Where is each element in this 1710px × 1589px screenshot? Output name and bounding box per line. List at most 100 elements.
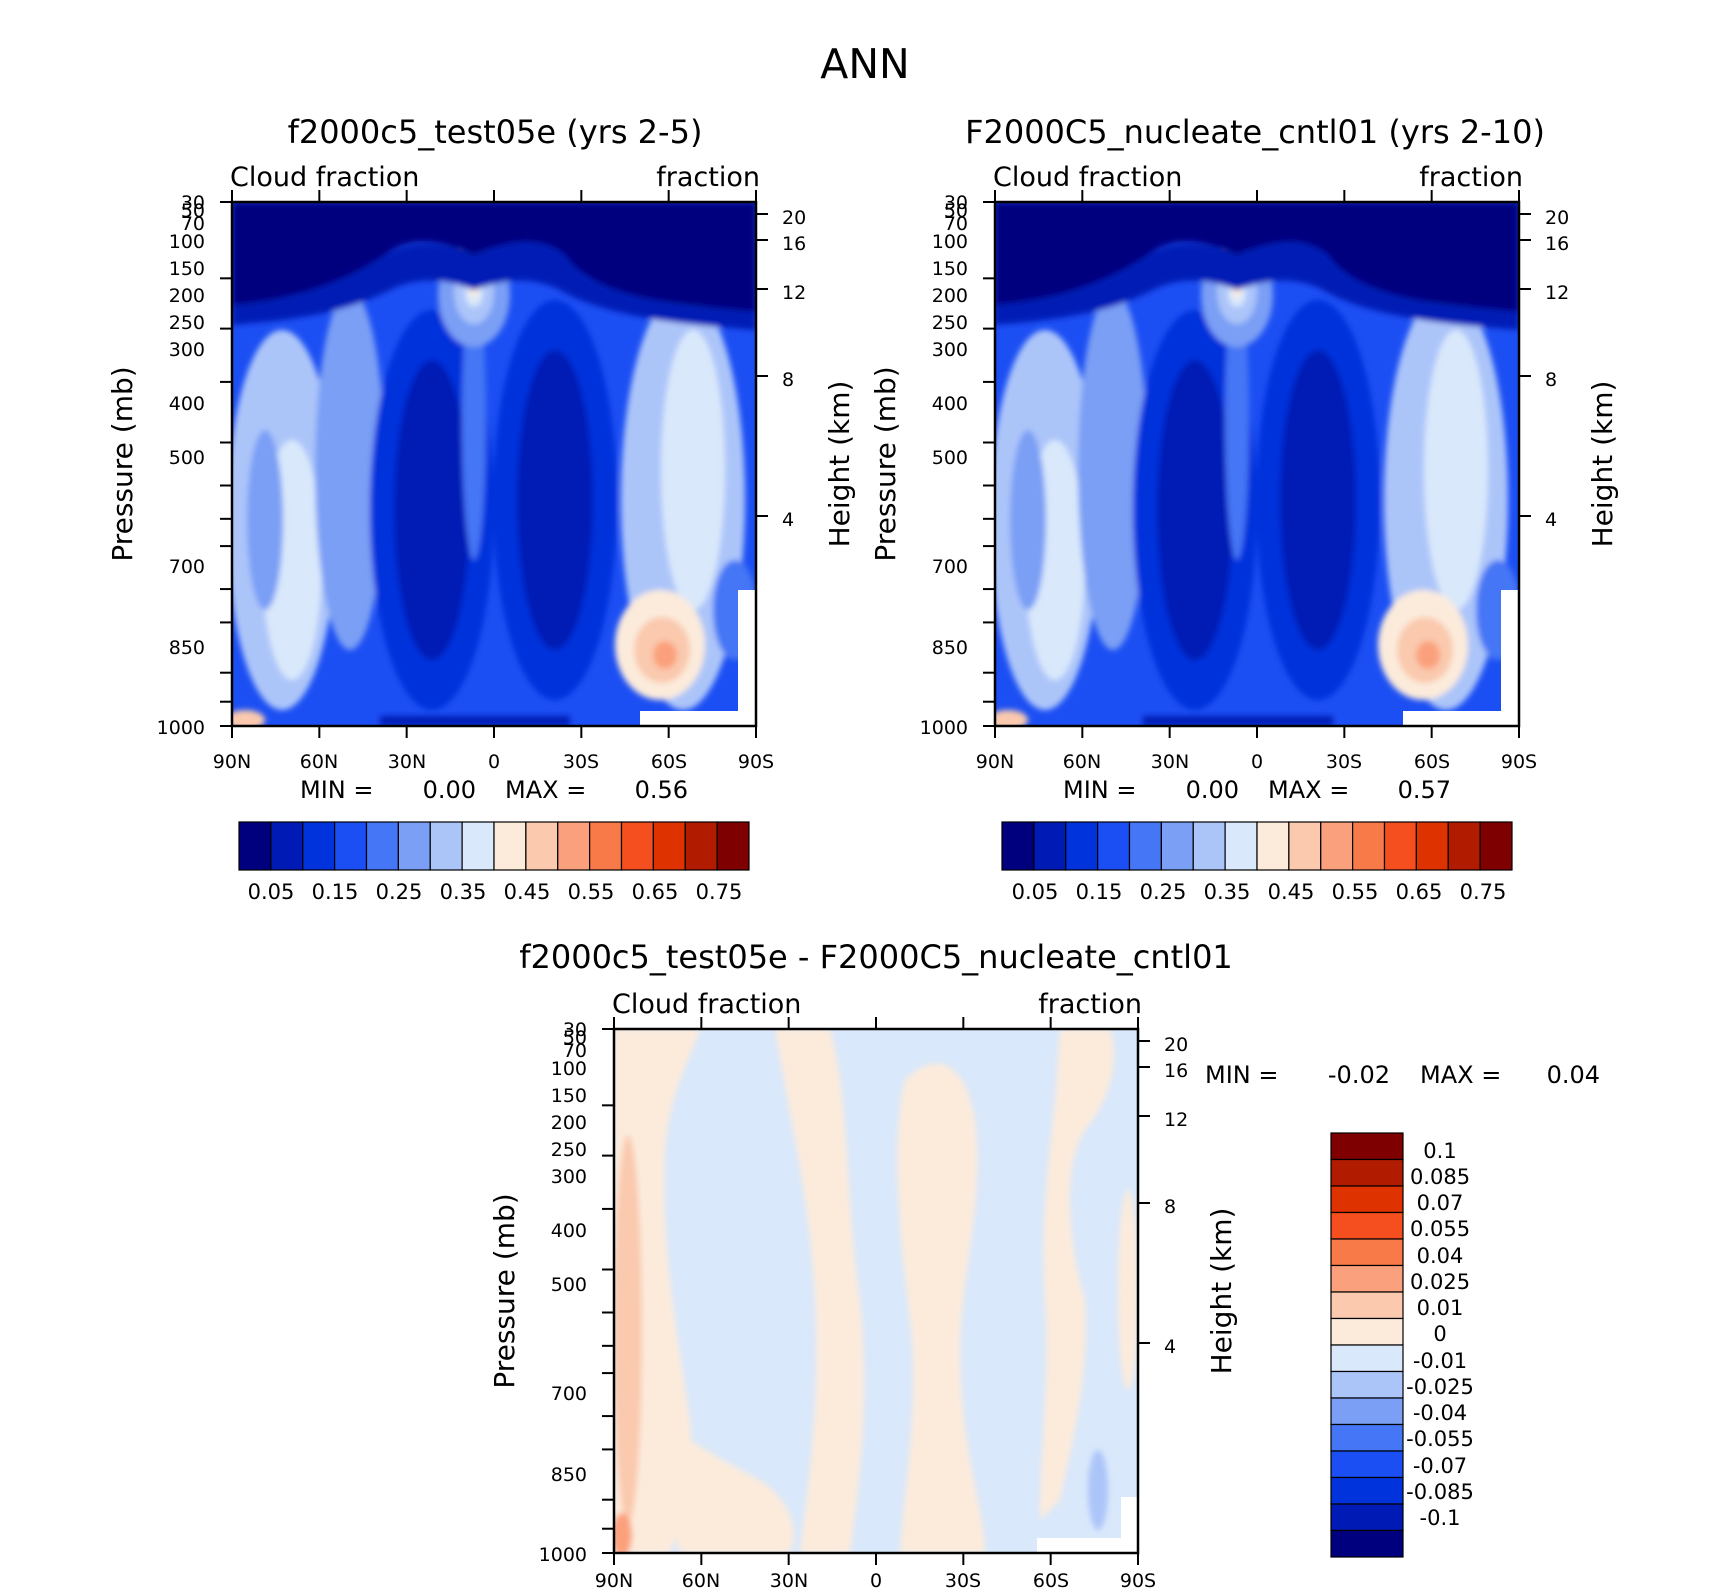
colorbar-swatch bbox=[270, 821, 304, 871]
y2-tick-20: 20 bbox=[1545, 207, 1569, 229]
cb-label-0.75: 0.75 bbox=[1460, 880, 1507, 904]
pos-band-60s bbox=[1040, 1029, 1114, 1520]
cb-label-0.55: 0.55 bbox=[568, 880, 615, 904]
y2-tick-8: 8 bbox=[1164, 1196, 1176, 1218]
colorbar-swatch bbox=[1330, 1370, 1404, 1399]
cb-label-0.45: 0.45 bbox=[1268, 880, 1315, 904]
colorbar-swatch bbox=[1224, 821, 1258, 871]
y-tick-250: 250 bbox=[169, 312, 205, 334]
cb-label-0.15: 0.15 bbox=[1076, 880, 1123, 904]
y2-tick-8: 8 bbox=[1545, 369, 1557, 391]
anvil-peak bbox=[470, 288, 478, 298]
band-midn bbox=[1078, 290, 1148, 650]
y-axis-label: Pressure (mb) bbox=[106, 366, 139, 561]
max-value: 0.57 bbox=[1398, 776, 1451, 804]
colorbar-swatch bbox=[1192, 821, 1226, 871]
panel-title: f2000c5_test05e - F2000C5_nucleate_cntl0… bbox=[519, 938, 1233, 976]
panel-test05e: f2000c5_test05e (yrs 2-5) Cloud fraction… bbox=[106, 113, 856, 904]
cb-label-0.65: 0.65 bbox=[1396, 880, 1443, 904]
cb-label-0.085: 0.085 bbox=[1410, 1165, 1470, 1189]
panel-title: F2000C5_nucleate_cntl01 (yrs 2-10) bbox=[965, 113, 1545, 151]
surface-layer bbox=[380, 716, 570, 726]
peak-south-core bbox=[1416, 641, 1440, 669]
y2-tick-12: 12 bbox=[1164, 1109, 1188, 1131]
x-tick-60n: 60N bbox=[1063, 751, 1101, 773]
colorbar-swatch bbox=[1330, 1264, 1404, 1293]
cb-label-0.75: 0.75 bbox=[696, 880, 743, 904]
colorbar-labels: 0.1 0.085 0.07 0.055 0.04 0.025 0.01 0 -… bbox=[1406, 1139, 1474, 1530]
surface-layer bbox=[1143, 716, 1333, 726]
cb-label-0.025: 0.025 bbox=[1410, 1270, 1470, 1294]
min-label: MIN = bbox=[1205, 1061, 1278, 1089]
y-tick-500: 500 bbox=[169, 447, 205, 469]
colorbar-swatch bbox=[1256, 821, 1290, 871]
y-tick-850: 850 bbox=[551, 1464, 587, 1486]
y-tick-100: 100 bbox=[551, 1058, 587, 1080]
colorbar-swatch bbox=[1330, 1185, 1404, 1214]
right-corner-label: fraction bbox=[1038, 989, 1142, 1020]
contour-field bbox=[232, 202, 756, 726]
stratosphere bbox=[232, 202, 756, 312]
colorbar-swatch bbox=[652, 821, 686, 871]
x-tick-60n: 60N bbox=[682, 1570, 720, 1589]
y2-tick-20: 20 bbox=[1164, 1034, 1188, 1056]
stratosphere bbox=[995, 202, 1519, 312]
y2-tick-20: 20 bbox=[782, 207, 806, 229]
left-corner-label: Cloud fraction bbox=[612, 989, 801, 1020]
max-label: MAX = bbox=[505, 776, 586, 804]
contour-field bbox=[995, 202, 1519, 726]
y-tick-400: 400 bbox=[169, 393, 205, 415]
right-corner-label: fraction bbox=[1419, 162, 1523, 193]
y2-tick-4: 4 bbox=[782, 509, 794, 531]
band-west-core bbox=[1010, 430, 1046, 610]
x-tick-30n: 30N bbox=[770, 1570, 808, 1589]
y-tick-500: 500 bbox=[551, 1274, 587, 1296]
cb-label-minus-0.07: -0.07 bbox=[1413, 1454, 1467, 1478]
panel-cntl01: F2000C5_nucleate_cntl01 (yrs 2-10) Cloud… bbox=[869, 113, 1619, 904]
y-tick-250: 250 bbox=[932, 312, 968, 334]
colorbar-swatch bbox=[684, 821, 718, 871]
colorbar-swatch bbox=[716, 821, 750, 871]
y-tick-70: 70 bbox=[563, 1040, 587, 1062]
pos-south-edge bbox=[1118, 1190, 1138, 1390]
colorbar-swatch bbox=[397, 821, 431, 871]
y-tick-500: 500 bbox=[932, 447, 968, 469]
ticks bbox=[602, 1017, 1150, 1565]
x-tick-30n: 30N bbox=[388, 751, 426, 773]
x-tick-60n: 60N bbox=[300, 751, 338, 773]
x-tick-0: 0 bbox=[488, 751, 500, 773]
colorbar-swatch bbox=[1128, 821, 1162, 871]
missing-antarctic bbox=[1121, 1497, 1138, 1553]
min-value: 0.00 bbox=[1186, 776, 1239, 804]
cb-label-minus-0.1: -0.1 bbox=[1420, 1506, 1461, 1530]
cb-label-0.1: 0.1 bbox=[1423, 1139, 1456, 1163]
missing-surface bbox=[640, 711, 756, 726]
colorbar-swatch bbox=[1330, 1238, 1404, 1267]
pos-west-corner bbox=[614, 1513, 632, 1553]
y-tick-150: 150 bbox=[932, 258, 968, 280]
colorbar-swatch bbox=[429, 821, 463, 871]
x-tick-90n: 90N bbox=[213, 751, 251, 773]
y-tick-1000: 1000 bbox=[157, 717, 205, 739]
colorbar-swatch bbox=[461, 821, 495, 871]
y-tick-70: 70 bbox=[181, 213, 205, 235]
colorbar-swatch bbox=[525, 821, 559, 871]
contour-field bbox=[614, 1029, 1138, 1553]
x-tick-60s: 60S bbox=[1414, 751, 1450, 773]
y-tick-labels: 30 50 70 100 150 200 250 300 400 500 700… bbox=[920, 192, 968, 739]
colorbar-swatch bbox=[334, 821, 368, 871]
y2-tick-12: 12 bbox=[1545, 282, 1569, 304]
peak-south-core bbox=[653, 641, 677, 669]
cb-label-0.055: 0.055 bbox=[1410, 1217, 1470, 1241]
min-label: MIN = bbox=[300, 776, 373, 804]
x-tick-labels: 90N 60N 30N 0 30S 60S 90S bbox=[213, 751, 774, 773]
missing-surface bbox=[1037, 1538, 1138, 1553]
colorbar-swatch bbox=[1330, 1317, 1404, 1346]
colorbar-swatch bbox=[1033, 821, 1067, 871]
y-tick-30: 30 bbox=[944, 192, 968, 214]
x-tick-60s: 60S bbox=[651, 751, 687, 773]
cb-label-0.25: 0.25 bbox=[376, 880, 423, 904]
pos-band-eq-b bbox=[897, 1063, 985, 1553]
anvil-peak bbox=[1233, 288, 1241, 298]
y-tick-400: 400 bbox=[932, 393, 968, 415]
